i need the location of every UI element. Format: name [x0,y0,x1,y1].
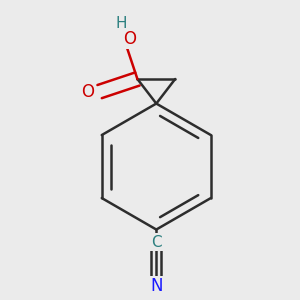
Text: H: H [116,16,127,32]
Text: O: O [81,82,94,100]
Text: O: O [123,30,136,48]
Text: N: N [150,277,163,295]
Text: C: C [151,235,162,250]
